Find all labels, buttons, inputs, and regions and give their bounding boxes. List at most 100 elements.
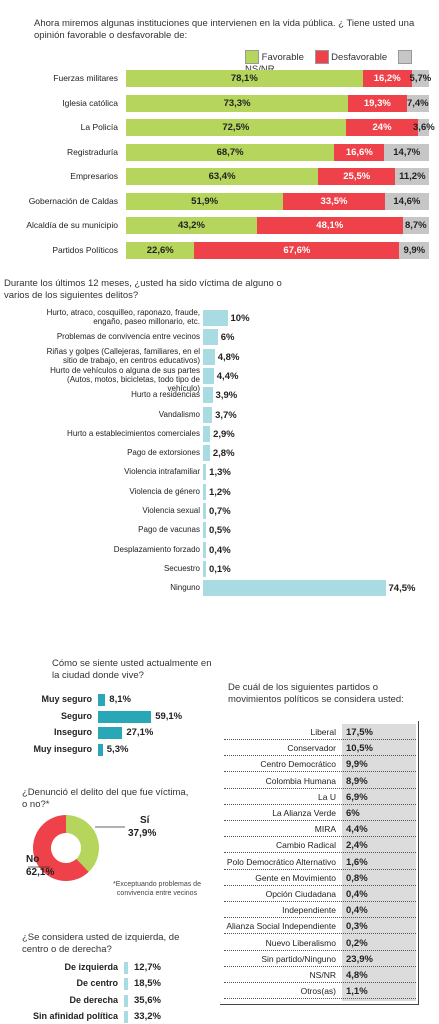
chart3-value-label: 5,3% [106,743,129,755]
chart1-bar-nsnr: 11,2% [395,168,430,185]
chart6-party-value: 8,9% [346,775,368,787]
chart6-party-label: Gente en Movimiento [255,872,336,883]
chart1-category-label: Registraduría [66,146,118,157]
chart1-bar-desfavorable: 16,6% [334,143,385,161]
chart2-bars: Hurto, atraco, cosquilleo, raponazo, fra… [46,308,416,597]
chart2-value-label: 0,5% [209,525,231,537]
chart5-value-label: 35,6% [134,994,161,1006]
chart1-bar-favorable: 43,2% [126,217,257,234]
chart2-bar [203,580,386,597]
chart6-row-divider [224,998,416,1000]
chart2-value-label: 0,1% [209,563,231,575]
chart6-row-divider [224,901,416,902]
chart2-category-label: Hurto, atraco, cosquilleo, raponazo, fra… [46,308,200,326]
chart2-value-label: 1,3% [209,467,231,479]
chart6-row-divider [224,933,416,935]
chart1-category-label: Fuerzas militares [53,73,118,83]
chart2-value-label: 74,5% [388,583,416,595]
chart3-value-label: 59,1% [155,710,183,722]
chart2-value-label: 1,2% [209,486,231,498]
chart5-value-label: 33,2% [134,1010,161,1022]
chart2-category-label: Violencia intrafamiliar [124,467,200,477]
chart1-category-label: Partidos Políticos [52,244,118,255]
chart6-party-label: Colombia Humana [265,775,336,786]
chart2-category-label: Hurto a establecimientos comerciales [67,428,200,438]
chart2-bar [203,348,215,365]
chart3-bars: Muy seguro 8,1% Seguro 59,1% Inseguro 27,1% Mu… [33,694,183,756]
chart2-bar [203,387,213,404]
chart5-bar [124,1010,128,1023]
chart6-table-border [220,721,419,1006]
chart5-title: ¿Se considera usted de izquierda, de cen… [22,932,180,955]
chart6-party-label: Centro Democrático [260,759,336,770]
chart6-party-value: 2,4% [346,840,368,852]
chart1-category-label: Alcaldía de su municipio [26,220,118,230]
chart3-category-label: Seguro [60,710,92,721]
chart2-category-label: Problemas de convivencia entre vecinos [56,332,200,342]
chart2-category-label: Vandalismo [158,409,200,419]
chart2-bar [203,445,210,462]
chart2-value-label: 4,4% [216,370,239,382]
chart6-row-divider [224,755,416,757]
chart6-party-label: Otros(as) [300,986,336,997]
chart1-bar-nsnr: 9,9% [399,241,430,259]
chart2-bar [203,522,206,539]
pie-label-si: Sí [140,815,151,826]
chart2-category-label: Ninguno [170,583,200,593]
chart1-bar-nsnr: 5,7% [410,70,431,87]
chart2-category-label: Hurto de vehículos o alguna de sus parte… [50,365,200,393]
chart6-row-divider [224,965,416,967]
chart6-party-value: 0,4% [346,905,368,917]
chart4-title: ¿Denunció el delito del que fue víctima,… [22,787,189,810]
chart1-bar-nsnr: 14,6% [384,192,429,210]
chart5-category-label: Sin afinidad política [32,1010,118,1021]
chart6-party-label: Conservador [287,743,336,754]
chart2-value-label: 3,7% [215,409,237,421]
chart6-party-value: 9,9% [346,759,368,771]
chart6-party-value: 17,5% [346,727,373,738]
chart1-bar-desfavorable: 24% [345,119,419,136]
chart6-row-divider [224,949,416,951]
chart6-row-divider [224,982,416,983]
chart6-party-label: Cambio Radical [276,840,336,851]
chart3-value-label: 27,1% [126,727,154,738]
chart6-party-value: 23,9% [346,953,373,965]
chart1-bar-desfavorable: 48,1% [256,217,403,234]
chart3-bar [98,727,123,739]
chart1-category-label: La Policía [80,122,118,132]
chart2-bar [203,541,206,558]
chart6-row-divider [224,787,416,789]
legend-desfavorable: Desfavorable [314,50,390,64]
chart3-bar [98,743,103,756]
chart6-row-divider [224,820,416,821]
chart6-row-divider [224,771,416,773]
chart6-party-label: MIRA [314,824,336,835]
chart6-row-divider [224,868,416,870]
chart1-legend: Favorable Desfavorable NS/NR [245,50,439,75]
chart5-value-label: 12,7% [134,962,161,973]
chart3-bar [98,694,106,706]
chart2-category-label: Violencia sexual [142,506,200,515]
chart2-category-label: Pago de extorsiones [127,448,200,458]
chart1-bar-favorable: 73,3% [126,94,349,112]
chart6-party-label: Opción Ciudadana [265,889,336,899]
chart5-value-label: 18,5% [134,978,161,990]
chart6-row-divider [224,884,416,886]
chart6-party-value: 0,8% [346,872,368,884]
chart6-row-divider [224,917,416,919]
chart6-party-label: La Alianza Verde [272,808,336,818]
chart6-party-label: Nuevo Liberalismo [265,937,336,948]
chart3-category-label: Muy inseguro [33,743,92,754]
chart2-bar [203,425,211,442]
chart3-category-label: Inseguro [53,727,92,737]
chart6-party-label: Polo Democrático Alternativo [226,856,336,867]
chart2-bar [203,483,206,500]
chart1-bar-favorable: 51,9% [126,192,284,210]
legend-nsnr: NS/NR [245,50,412,75]
chart3-category-label: Muy seguro [41,694,92,704]
chart1-bar-nsnr: 8,7% [402,217,429,234]
chart1-bar-favorable: 68,7% [126,143,335,161]
chart5-category-label: De derecha [69,994,118,1005]
chart3-bar [98,710,152,723]
